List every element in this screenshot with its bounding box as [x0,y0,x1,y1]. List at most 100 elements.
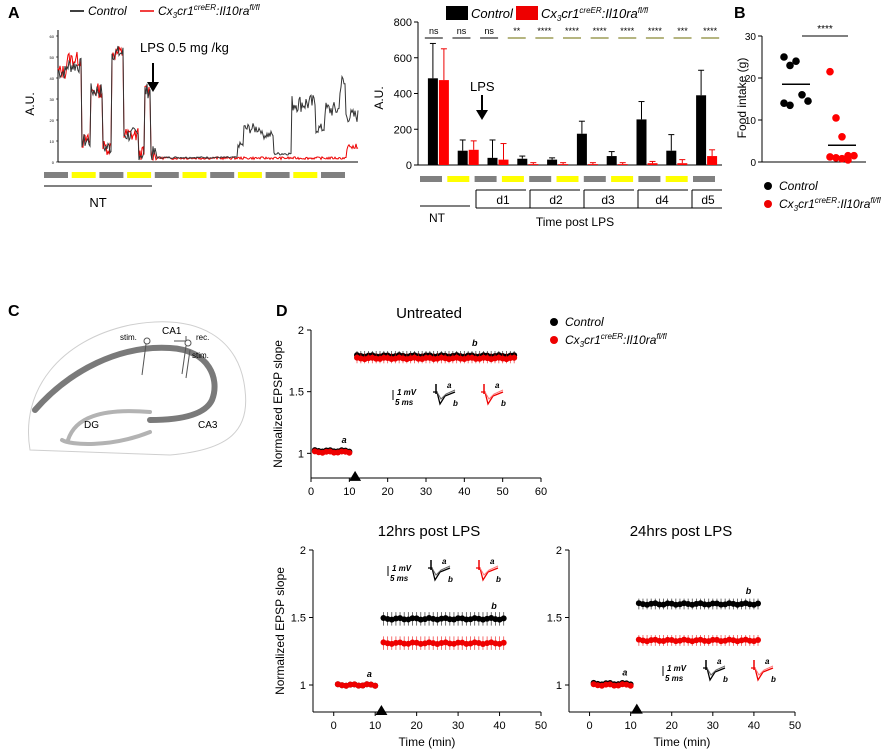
food-dot [826,153,834,161]
bar-mark [647,163,658,165]
ltp-x-tick-label: 40 [748,720,760,732]
trace-phase-segment [265,172,290,178]
bar-mark [636,119,647,165]
bar-sig-label: **** [593,26,608,36]
ltp-legend-mutant: Cx3cr1creER:Il10rafl/fl [565,332,667,349]
food-dot [798,91,806,99]
bar-sig-label: ns [457,26,467,36]
bar-phase-segment [638,176,661,182]
trace-control-line [57,45,359,161]
food-dot [850,151,858,160]
bar-phase-segment [665,176,688,182]
bar-mark [457,150,468,165]
ltp-scale-mv: 1 mV [397,388,417,397]
food-intake-plot: Food intake (g) 0 10 20 30 **** [735,24,866,169]
ltp-point [709,600,716,607]
dg-label: DG [84,420,99,431]
food-legend: Control Cx3cr1creER:Il10rafl/fl [764,179,881,213]
food-dot [844,156,852,164]
hippocampus-diagram: CA1 CA3 DG stim. stim. rec. [28,321,247,456]
trace-phase-segment [182,172,207,178]
bar-sig-label: ** [513,26,521,36]
bar-mark [666,150,677,165]
bar-legend-mutant: Cx3cr1creER:Il10rafl/fl [541,6,648,23]
ltp-x-tick-label: 30 [420,486,432,498]
bar-sig-label: **** [620,26,635,36]
bar-mark [547,159,558,165]
ltp-x-tick-label: 40 [493,720,505,732]
ltp-point [372,682,379,689]
bar-y-tick-label: 0 [406,160,412,172]
ltp-inset-a: a [495,381,500,390]
ltp-x-tick-label: 50 [789,720,801,732]
ca1-label: CA1 [162,326,182,337]
trace-phase-segment [127,172,152,178]
ltp-x-tick-label: 50 [497,486,509,498]
ltp-inset-trace-b [479,565,499,576]
bar-phase-segment [501,176,524,182]
ltp-inset-a: a [717,657,722,666]
trace-phase-segment [237,172,262,178]
trace-phase-segment [154,172,179,178]
bar-mark [587,164,598,165]
food-dot [804,97,812,105]
food-dots [780,53,858,164]
ltp-y-tick-label: 2 [556,545,562,557]
legend-control-label: Control [88,4,127,18]
trace-phase-segment [44,172,68,178]
bar-group-label: d3 [601,193,615,207]
food-dot [832,154,840,162]
panel-label-b: B [734,5,746,22]
h12-title: 12hrs post LPS [378,523,481,540]
ltp-legend-control: Control [565,315,604,329]
ltp-label-b: b [746,586,752,596]
bar-lps-marker: LPS [470,79,495,120]
ltp-xlabel: Time (min) [654,735,711,749]
ltp-x-tick-label: 40 [458,486,470,498]
ltp-point [455,639,462,646]
food-significance: **** [817,24,833,35]
panel-label-a: A [8,5,20,22]
bar-sig-label: *** [677,26,688,36]
bar-xlabel: Time post LPS [536,215,614,229]
trace-tiny-ticks: 60 50 40 30 20 10 0 [50,34,58,165]
ltp-ylabel: Normalized EPSP slope [273,567,287,695]
bar-mark [677,163,688,165]
trace-tiny-tick-label: 40 [50,76,55,81]
ltp-point [500,639,507,646]
untreated-title: Untreated [396,305,462,322]
ltp-inset-b: b [496,575,501,584]
bar-phase-segment [583,176,606,182]
ltp-point [346,449,353,456]
trace-phase-segment [321,172,345,178]
bar-phase-segment [474,176,497,182]
trace-tiny-tick-label: 50 [50,55,55,60]
trace-tiny-tick-label: 10 [50,139,55,144]
bar-lps-label: LPS [470,79,495,94]
bar-phase-segment [556,176,579,182]
ltp-x-tick-label: 10 [343,486,355,498]
ltp-label-a: a [367,669,372,679]
bar-mark [487,157,498,165]
bar-group-label: d5 [701,193,715,207]
ltp-inset-trace-b [754,665,774,676]
stim-label-1: stim. [120,333,137,342]
stim-label-2: stim. [192,351,209,360]
ltp-scale-mv: 1 mV [667,664,687,673]
ltp-x-tick-label: 10 [369,720,381,732]
trace-tiny-tick-label: 30 [50,97,55,102]
ltp-x-tick-label: 0 [308,486,314,498]
bar-group-label: d2 [549,193,563,207]
ltp-label-a: a [342,435,347,445]
ltp-x-tick-label: 10 [625,720,637,732]
ltp-inset-a: a [447,381,452,390]
ltp-inset-trace-b [436,389,456,400]
bar-y-tick-label: 200 [394,124,412,136]
lps-dose-annotation: LPS 0.5 mg /kg [140,40,229,55]
ltp-label-a: a [622,668,627,678]
food-legend-control: Control [779,179,818,193]
ltp-scale-mv: 1 mV [392,564,412,573]
bar-legend-control: Control [471,6,514,21]
